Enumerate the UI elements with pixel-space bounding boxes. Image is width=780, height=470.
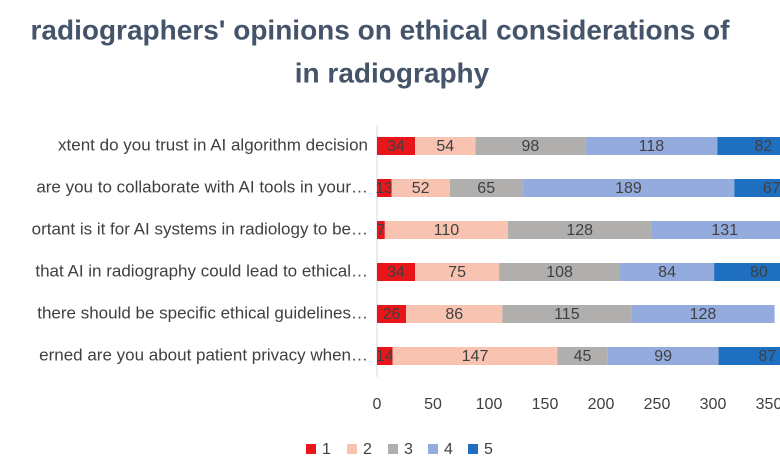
legend-label: 5 — [484, 441, 493, 458]
data-label: 14 — [376, 348, 394, 365]
bar-segment — [377, 263, 416, 281]
data-label: 189 — [615, 180, 642, 197]
bar-segment — [377, 179, 392, 197]
y-tick-label: are you to collaborate with AI tools in … — [36, 177, 368, 196]
legend-swatch — [347, 444, 357, 454]
legend-label: 3 — [404, 441, 413, 458]
data-label: 147 — [462, 348, 489, 365]
bar-segment — [415, 137, 476, 155]
bar-segment — [557, 347, 608, 365]
x-tick-label: 300 — [700, 396, 727, 413]
legend-swatch — [306, 444, 316, 454]
data-label: 99 — [654, 348, 672, 365]
bar-segment — [718, 347, 780, 365]
legend-swatch — [428, 444, 438, 454]
data-label: 52 — [412, 180, 430, 197]
bar-segment — [734, 179, 780, 197]
data-label: 98 — [522, 138, 540, 155]
legend-label: 4 — [444, 441, 453, 458]
bar-segment — [415, 263, 500, 281]
y-tick-label: ortant is it for AI systems in radiology… — [32, 219, 368, 238]
data-label: 75 — [448, 264, 466, 281]
data-label: 13 — [375, 180, 393, 197]
data-label: 87 — [758, 348, 776, 365]
legend-label: 2 — [363, 441, 372, 458]
x-tick-label: 0 — [373, 396, 382, 413]
bar-segment — [620, 263, 715, 281]
data-label: 67 — [763, 180, 780, 197]
data-label: 82 — [755, 138, 773, 155]
bar-segment — [717, 137, 780, 155]
x-tick-label: 100 — [476, 396, 503, 413]
data-label: 34 — [387, 264, 405, 281]
y-tick-label: xtent do you trust in AI algorithm decis… — [58, 135, 368, 154]
bar-segment — [714, 263, 780, 281]
data-label: 45 — [574, 348, 592, 365]
bar-segment — [585, 137, 718, 155]
chart-title: in radiography — [295, 57, 490, 88]
bar-segment — [651, 221, 780, 239]
data-label: 108 — [546, 264, 573, 281]
data-label: 110 — [434, 222, 460, 239]
data-label: 131 — [711, 222, 738, 239]
x-tick-label: 150 — [532, 396, 559, 413]
data-label: 84 — [658, 264, 676, 281]
data-label: 65 — [477, 180, 495, 197]
data-label: 7 — [376, 222, 385, 239]
bar-segment — [377, 137, 416, 155]
bar-segment — [377, 347, 393, 365]
data-label: 115 — [554, 306, 580, 323]
data-label: 34 — [387, 138, 405, 155]
bar-segment — [377, 305, 407, 323]
bar-segment — [508, 221, 652, 239]
bar-segment — [406, 305, 503, 323]
data-label: 86 — [445, 306, 463, 323]
bar-segment — [475, 137, 586, 155]
legend-swatch — [388, 444, 398, 454]
bar-segment — [449, 179, 523, 197]
x-tick-label: 200 — [588, 396, 615, 413]
bar-segment — [384, 221, 509, 239]
legend-swatch — [468, 444, 478, 454]
data-label: 54 — [436, 138, 454, 155]
bar-segment — [522, 179, 735, 197]
bar-segment — [607, 347, 719, 365]
bar-segment — [377, 221, 385, 239]
x-tick-label: 50 — [424, 396, 442, 413]
bar-segment — [631, 305, 775, 323]
chart-title: radiographers' opinions on ethical consi… — [31, 14, 731, 45]
data-label: 128 — [690, 306, 717, 323]
x-tick-label: 350 — [756, 396, 780, 413]
bar-segment — [392, 347, 558, 365]
y-tick-label: that AI in radiography could lead to eth… — [35, 261, 368, 280]
x-tick-label: 250 — [644, 396, 671, 413]
data-label: 118 — [639, 138, 665, 155]
bar-segment — [502, 305, 632, 323]
data-label: 80 — [750, 264, 768, 281]
legend-label: 1 — [322, 441, 331, 458]
data-label: 26 — [383, 306, 401, 323]
y-tick-label: erned are you about patient privacy when… — [39, 345, 368, 364]
bar-segment — [499, 263, 621, 281]
data-label: 128 — [566, 222, 593, 239]
bar-segment — [391, 179, 450, 197]
y-tick-label: there should be specific ethical guideli… — [37, 303, 368, 322]
